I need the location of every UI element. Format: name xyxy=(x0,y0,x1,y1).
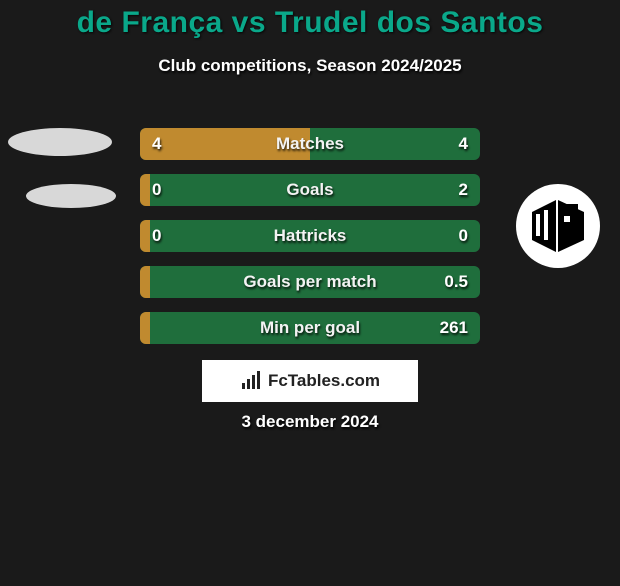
stat-value-right: 0.5 xyxy=(444,266,468,298)
stat-value-right: 0 xyxy=(459,220,468,252)
stat-label: Matches xyxy=(140,128,480,160)
stat-value-right: 4 xyxy=(459,128,468,160)
right-club-logo xyxy=(516,184,600,268)
brand-box[interactable]: FcTables.com xyxy=(202,360,418,402)
stat-value-right: 2 xyxy=(459,174,468,206)
stat-label: Hattricks xyxy=(140,220,480,252)
stat-row: Goals per match0.5 xyxy=(140,266,480,298)
date-line: 3 december 2024 xyxy=(0,412,620,432)
stat-row: Min per goal261 xyxy=(140,312,480,344)
stats-panel: 4Matches40Goals20Hattricks0Goals per mat… xyxy=(140,128,480,358)
bar-chart-icon xyxy=(240,371,264,391)
page-title: de França vs Trudel dos Santos xyxy=(0,6,620,40)
stat-label: Goals per match xyxy=(140,266,480,298)
stat-row: 0Goals2 xyxy=(140,174,480,206)
subtitle: Club competitions, Season 2024/2025 xyxy=(0,56,620,76)
brand-text: FcTables.com xyxy=(268,371,380,391)
academica-logo-icon xyxy=(526,194,590,258)
stat-value-right: 261 xyxy=(440,312,468,344)
ellipse-icon xyxy=(26,184,116,208)
stat-label: Goals xyxy=(140,174,480,206)
stat-row: 0Hattricks0 xyxy=(140,220,480,252)
ellipse-icon xyxy=(8,128,112,156)
stat-label: Min per goal xyxy=(140,312,480,344)
stat-row: 4Matches4 xyxy=(140,128,480,160)
